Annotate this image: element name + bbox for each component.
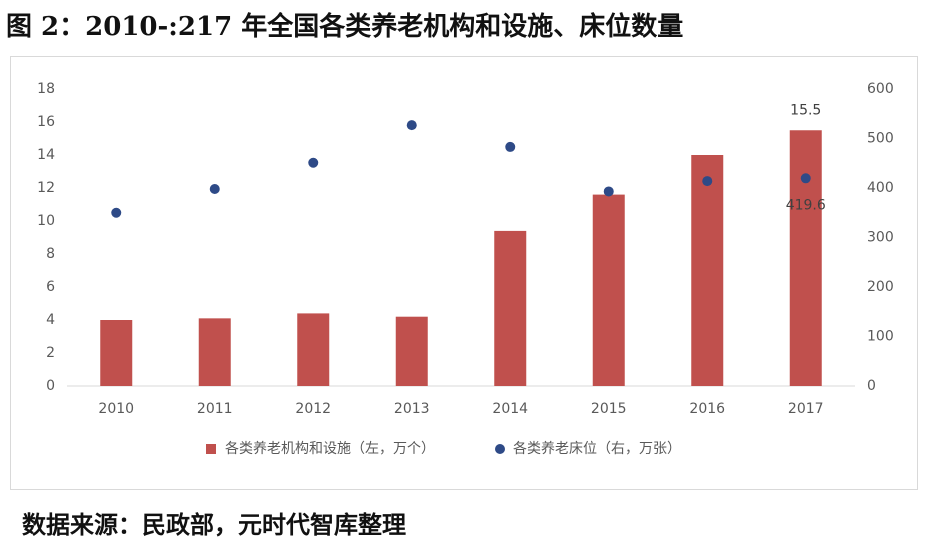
scatter-point	[505, 141, 516, 152]
right-tick-label: 400	[867, 180, 894, 196]
bar	[592, 194, 625, 386]
right-tick-label: 500	[867, 131, 894, 147]
chart-area: 0 2 4 6 8 10 12 14 16 18 0 100 200 300 400 500 600 2010…	[10, 56, 918, 490]
bar	[789, 130, 822, 386]
combo-chart: 0 2 4 6 8 10 12 14 16 18 0 100 200 300 400 500 600 2010…	[37, 81, 894, 457]
legend-label: 各类养老机构和设施（左，万个）	[225, 441, 435, 457]
bar	[297, 313, 330, 386]
scatter-point	[209, 183, 220, 194]
left-tick-label: 2	[46, 345, 55, 361]
right-tick-label: 100	[867, 329, 894, 345]
right-axis: 0 100 200 300 400 500 600	[867, 81, 894, 394]
bar	[691, 155, 724, 386]
right-tick-label: 200	[867, 279, 894, 295]
x-tick-label: 2016	[689, 401, 725, 417]
data-labels: 15.5 419.6	[786, 102, 826, 213]
bar	[395, 316, 428, 386]
x-tick-label: 2013	[394, 401, 430, 417]
figure-source: 数据来源：民政部，元时代智库整理	[22, 510, 406, 539]
bar	[494, 230, 527, 386]
left-tick-label: 0	[46, 378, 55, 394]
scatter-point	[702, 176, 713, 187]
x-tick-label: 2014	[492, 401, 528, 417]
bar-series	[100, 130, 822, 386]
scatter-point	[603, 186, 614, 197]
bar	[198, 318, 231, 386]
left-tick-label: 16	[37, 114, 55, 130]
left-axis: 0 2 4 6 8 10 12 14 16 18	[37, 81, 55, 394]
left-tick-label: 8	[46, 246, 55, 262]
bar	[100, 320, 133, 386]
left-tick-label: 10	[37, 213, 55, 229]
x-tick-label: 2010	[98, 401, 134, 417]
scatter-point	[111, 207, 122, 218]
left-tick-label: 14	[37, 147, 55, 163]
x-tick-label: 2011	[197, 401, 233, 417]
left-tick-label: 6	[46, 279, 55, 295]
legend-label: 各类养老床位（右，万张）	[513, 441, 681, 457]
x-tick-label: 2015	[591, 401, 627, 417]
right-tick-label: 0	[867, 378, 876, 394]
data-label: 419.6	[786, 197, 826, 213]
legend-bar-swatch	[206, 444, 216, 454]
x-tick-label: 2012	[295, 401, 331, 417]
scatter-point	[406, 120, 417, 131]
x-axis: 2010 2011 2012 2013 2014 2015 2016 2017	[98, 401, 823, 417]
data-label: 15.5	[790, 102, 821, 118]
legend: 各类养老机构和设施（左，万个） 各类养老床位（右，万张）	[206, 441, 681, 457]
scatter-point	[308, 157, 319, 168]
left-tick-label: 12	[37, 180, 55, 196]
scatter-point	[800, 173, 811, 184]
right-tick-label: 600	[867, 81, 894, 97]
scatter-series	[111, 120, 811, 218]
left-tick-label: 18	[37, 81, 55, 97]
left-tick-label: 4	[46, 312, 55, 328]
right-tick-label: 300	[867, 230, 894, 246]
x-tick-label: 2017	[788, 401, 824, 417]
legend-dot-swatch	[495, 444, 505, 454]
figure-title: 图 2：2010-:217 年全国各类养老机构和设施、床位数量	[6, 12, 684, 42]
